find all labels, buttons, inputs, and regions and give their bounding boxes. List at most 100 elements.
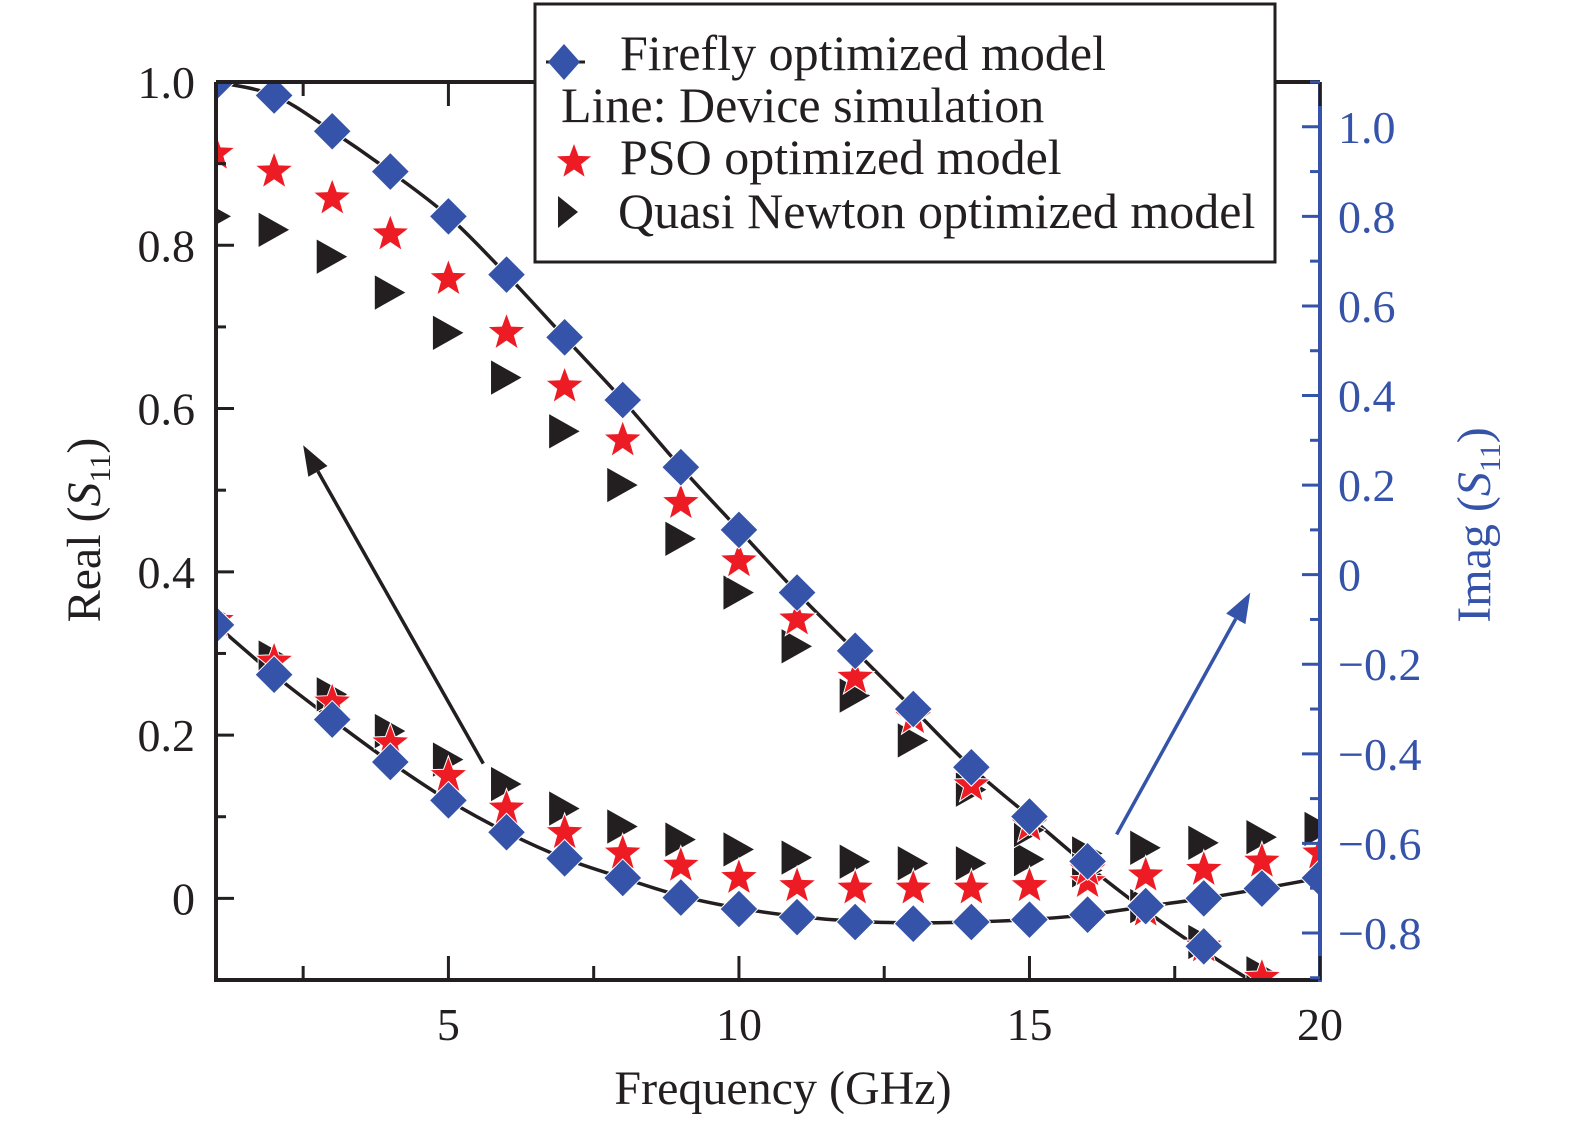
annotation-arrows [303,445,1251,836]
quasi-newton-marker [257,210,292,249]
tick-labels: 5 10 15 20 0 0.2 0.4 0.6 0.8 1.0 −0.8 −0.6 −0.4 −0.2 0… [138,57,1422,1050]
firefly-marker [428,780,469,821]
firefly-marker [1184,926,1224,967]
y-right-tick-label: 0.4 [1338,371,1396,422]
pso-marker [1009,864,1050,904]
quasi-newton-marker [373,273,408,312]
firefly-marker [254,654,294,695]
arrow-head-icon [303,445,328,477]
pso-marker [834,656,876,696]
pso-marker [544,365,586,404]
legend-label: PSO optimized model [620,129,1062,185]
firefly-marker [370,742,411,782]
arrow-shaft [316,470,485,765]
svg-text:Imag (S11): Imag (S11) [1448,427,1507,622]
firefly-marker [661,447,701,487]
y-axis-right-title: Imag (S11) [1448,427,1507,622]
y-right-tick-label: −0.2 [1338,639,1421,690]
pso-marker [428,257,469,297]
firefly-marker [544,317,585,357]
x-tick-label: 15 [1006,999,1052,1050]
firefly-marker [370,151,411,192]
pso-marker [950,867,992,906]
y-right-tick-label: 0.8 [1338,191,1396,242]
quasi-newton-marker [490,358,524,397]
markers-layer [216,82,1320,980]
legend: Firefly optimized model Line: Device sim… [533,2,1277,264]
y-left-tick-label: 0.2 [138,710,196,761]
firefly-marker [486,254,527,295]
pso-marker [660,844,702,884]
quasi-newton-marker [664,519,698,558]
firefly-marker [603,858,643,898]
axis-ticks [216,80,1322,980]
pso-marker [776,864,818,904]
legend-label: Line: Device simulation [561,77,1044,133]
y-left-tick-label: 0 [172,873,195,924]
svg-text:Real (S11): Real (S11) [58,438,117,623]
pso-marker [718,856,760,896]
firefly-marker [835,902,875,942]
pso-marker [776,598,818,637]
y-right-tick-label: 1.0 [1338,102,1396,153]
firefly-marker [603,380,643,420]
pso-marker [660,481,702,521]
firefly-marker [1067,894,1108,935]
quasi-newton-marker [780,627,815,666]
pso-marker [253,150,295,189]
firefly-marker [1009,796,1050,837]
pso-marker [1299,832,1320,871]
firefly-marker [835,631,875,671]
firefly-marker [661,877,701,918]
quasi-newton-marker [548,412,582,451]
arrow-head-icon [1226,592,1251,625]
quasi-newton-marker [722,573,756,612]
legend-label: Quasi Newton optimized model [618,183,1255,239]
y-left-tick-label: 0.8 [138,220,196,271]
y-left-tick-label: 0.6 [138,384,196,435]
quasi-newton-marker [1303,810,1320,848]
pso-marker [216,132,237,171]
firefly-marker [216,82,236,102]
firefly-marker [312,111,352,151]
firefly-marker [312,699,352,740]
quasi-newton-marker [606,466,640,504]
pso-marker [369,212,411,252]
legend-item-simulation: Line: Device simulation [561,77,1044,133]
legend-item-pso: PSO optimized model [556,129,1062,185]
pso-marker [718,539,760,579]
pso-marker [1241,956,1283,980]
firefly-marker [428,196,469,237]
star-icon [556,144,592,177]
quasi-newton-marker [216,206,234,226]
firefly-marker [777,572,817,613]
pso-marker [1125,854,1167,893]
y-right-tick-label: 0.2 [1338,460,1396,511]
firefly-marker [893,903,933,944]
firefly-marker [951,902,992,942]
x-tick-label: 5 [437,999,460,1050]
firefly-marker [951,747,992,787]
y-right-tick-label: −0.4 [1338,729,1421,780]
quasi-newton-marker [315,237,350,276]
legend-box [533,2,1277,264]
firefly-marker [1242,868,1282,909]
simulation-line [216,623,1320,925]
pso-marker [834,867,876,906]
y-right-tick-label: 0.6 [1338,281,1396,332]
firefly-marker [719,510,759,550]
firefly-marker [254,82,294,116]
firefly-marker [486,812,527,852]
y-right-tick-label: −0.6 [1338,818,1421,869]
x-tick-label: 10 [716,999,762,1050]
arrow-shaft [1115,617,1238,836]
pso-marker [602,418,644,458]
legend-item-quasi-newton: Quasi Newton optimized model [558,183,1255,239]
pso-marker [1183,848,1225,888]
y-right-tick-label: 0 [1338,550,1361,601]
triangle-right-icon [558,196,578,228]
firefly-marker [893,689,933,729]
y-left-tick-label: 0.4 [138,547,196,598]
pso-marker [892,867,934,906]
